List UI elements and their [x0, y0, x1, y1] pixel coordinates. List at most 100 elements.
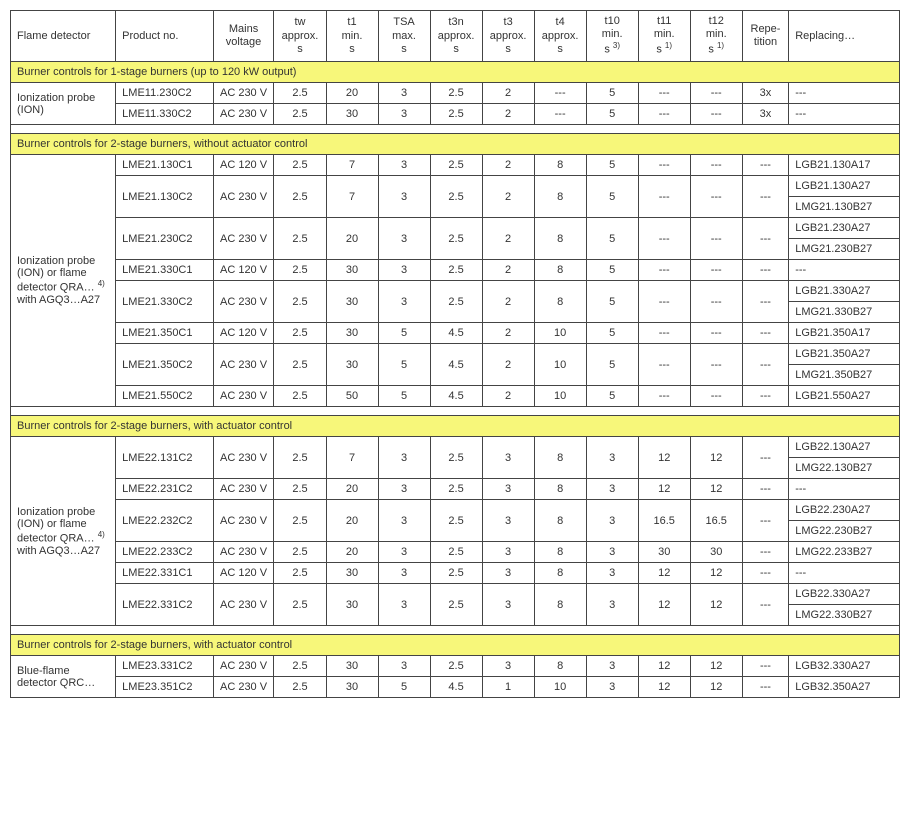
table-row: LME22.233C2AC 230 V2.52032.53833030---LM…	[11, 542, 900, 563]
cell-mv: AC 230 V	[213, 656, 274, 677]
cell-t10: 3	[586, 677, 638, 698]
table-row: Blue-flame detector QRC…LME23.331C2AC 23…	[11, 656, 900, 677]
cell-t11: ---	[638, 260, 690, 281]
cell-t11: ---	[638, 323, 690, 344]
table-row: LME21.130C2AC 230 V2.5732.5285---------L…	[11, 176, 900, 218]
section-header: Burner controls for 2-stage burners, wit…	[11, 635, 900, 656]
table-row: LME22.231C2AC 230 V2.52032.53831212-----…	[11, 479, 900, 500]
cell-pn: LME23.331C2	[116, 656, 213, 677]
cell-tw: 2.5	[274, 563, 326, 584]
cell-pn: LME21.230C2	[116, 218, 213, 260]
cell-tw: 2.5	[274, 83, 326, 104]
cell-replacing: ---	[789, 104, 900, 125]
cell-t12: 16.5	[690, 500, 742, 542]
cell-t4: 8	[534, 584, 586, 626]
cell-tsa: 3	[378, 500, 430, 542]
cell-tsa: 3	[378, 218, 430, 260]
cell-t10: 5	[586, 218, 638, 260]
cell-t1: 30	[326, 563, 378, 584]
table-row: LME22.331C1AC 120 V2.53032.53831212-----…	[11, 563, 900, 584]
cell-tsa: 5	[378, 323, 430, 344]
cell-t10: 5	[586, 344, 638, 386]
cell-pn: LME11.330C2	[116, 104, 213, 125]
cell-rep: ---	[742, 584, 788, 626]
cell-mv: AC 230 V	[213, 281, 274, 323]
cell-t4: 10	[534, 677, 586, 698]
cell-t1: 7	[326, 437, 378, 479]
cell-t10: 3	[586, 584, 638, 626]
cell-mv: AC 120 V	[213, 155, 274, 176]
cell-rep: ---	[742, 386, 788, 407]
cell-rep: ---	[742, 281, 788, 323]
section-spacer	[11, 125, 900, 134]
cell-tsa: 3	[378, 281, 430, 323]
hdr-mains-voltage: Mainsvoltage	[213, 11, 274, 62]
hdr-product-no: Product no.	[116, 11, 213, 62]
cell-rep: 3x	[742, 104, 788, 125]
cell-t4: 8	[534, 155, 586, 176]
cell-rep: 3x	[742, 83, 788, 104]
cell-t10: 5	[586, 281, 638, 323]
cell-t11: ---	[638, 155, 690, 176]
cell-t4: 10	[534, 323, 586, 344]
cell-t1: 30	[326, 104, 378, 125]
cell-rep: ---	[742, 479, 788, 500]
cell-t11: 12	[638, 677, 690, 698]
cell-t1: 20	[326, 479, 378, 500]
flame-detector-cell: Ionization probe (ION) or flame detector…	[11, 437, 116, 626]
hdr-t10: t10min.s 3)	[586, 11, 638, 62]
flame-detector-cell: Ionization probe (ION) or flame detector…	[11, 155, 116, 407]
cell-mv: AC 230 V	[213, 104, 274, 125]
spec-table: Flame detector Product no. Mainsvoltage …	[10, 10, 900, 698]
cell-t10: 3	[586, 500, 638, 542]
cell-t3: 2	[482, 344, 534, 386]
cell-pn: LME21.130C1	[116, 155, 213, 176]
cell-mv: AC 230 V	[213, 677, 274, 698]
cell-t12: ---	[690, 83, 742, 104]
cell-t1: 30	[326, 677, 378, 698]
table-row: LME11.330C2AC 230 V2.53032.52---5------3…	[11, 104, 900, 125]
cell-tsa: 3	[378, 104, 430, 125]
table-row: LME22.232C2AC 230 V2.52032.538316.516.5-…	[11, 500, 900, 542]
cell-tw: 2.5	[274, 260, 326, 281]
cell-pn: LME21.350C2	[116, 344, 213, 386]
cell-mv: AC 230 V	[213, 386, 274, 407]
cell-t3: 3	[482, 500, 534, 542]
cell-t10: 5	[586, 104, 638, 125]
hdr-tw: twapprox.s	[274, 11, 326, 62]
cell-tw: 2.5	[274, 677, 326, 698]
cell-t1: 20	[326, 500, 378, 542]
table-row: Ionization probe (ION) or flame detector…	[11, 155, 900, 176]
table-row: LME21.550C2AC 230 V2.55054.52105--------…	[11, 386, 900, 407]
cell-t11: 12	[638, 437, 690, 479]
cell-replacing: LGB21.550A27	[789, 386, 900, 407]
cell-replacing: LGB21.130A17	[789, 155, 900, 176]
cell-t3: 2	[482, 83, 534, 104]
cell-t3: 2	[482, 323, 534, 344]
cell-t12: 12	[690, 479, 742, 500]
table-row: LME22.331C2AC 230 V2.53032.53831212---LG…	[11, 584, 900, 626]
cell-t10: 5	[586, 386, 638, 407]
section-header: Burner controls for 1-stage burners (up …	[11, 62, 900, 83]
cell-t3: 2	[482, 281, 534, 323]
cell-t4: 8	[534, 218, 586, 260]
cell-t1: 50	[326, 386, 378, 407]
cell-t11: ---	[638, 104, 690, 125]
cell-tsa: 5	[378, 386, 430, 407]
cell-tw: 2.5	[274, 542, 326, 563]
cell-t12: 12	[690, 437, 742, 479]
hdr-flame-detector: Flame detector	[11, 11, 116, 62]
cell-rep: ---	[742, 500, 788, 542]
cell-tw: 2.5	[274, 323, 326, 344]
cell-tsa: 3	[378, 83, 430, 104]
cell-tw: 2.5	[274, 656, 326, 677]
cell-t1: 30	[326, 323, 378, 344]
cell-pn: LME22.331C2	[116, 584, 213, 626]
section-header: Burner controls for 2-stage burners, wit…	[11, 134, 900, 155]
cell-t4: 8	[534, 281, 586, 323]
cell-pn: LME21.350C1	[116, 323, 213, 344]
flame-detector-cell: Blue-flame detector QRC…	[11, 656, 116, 698]
cell-t11: ---	[638, 218, 690, 260]
cell-t10: 3	[586, 656, 638, 677]
cell-t11: ---	[638, 83, 690, 104]
